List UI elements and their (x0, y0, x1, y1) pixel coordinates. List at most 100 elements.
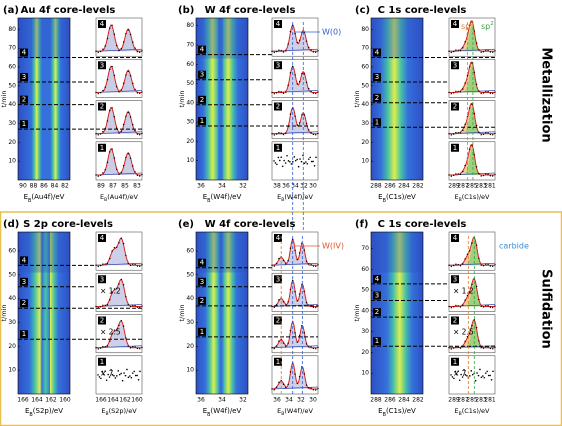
data-point (134, 346, 136, 348)
y-tick-label: 10 (361, 158, 369, 165)
x-tick-label: 282 (412, 183, 424, 190)
label-sub: B (28, 198, 32, 204)
x-tick-label: 283 (475, 183, 487, 190)
data-point (471, 21, 473, 23)
data-point (105, 379, 108, 382)
data-point (278, 257, 280, 260)
data-point (136, 374, 138, 377)
data-point (315, 265, 317, 267)
component-fill (449, 107, 495, 134)
label-sub: B (459, 411, 462, 417)
data-point (464, 340, 466, 343)
data-point (305, 161, 307, 163)
data-point (285, 91, 287, 93)
data-point (120, 48, 123, 50)
data-point (317, 50, 319, 52)
data-point (127, 153, 129, 155)
level-label: 1 (375, 337, 379, 345)
data-point (494, 132, 496, 134)
data-point (296, 158, 298, 161)
y-tick-label: 60 (361, 63, 369, 70)
panel-title: Au 4f core-levels (21, 5, 116, 16)
data-point (475, 326, 478, 329)
level-box (198, 95, 206, 104)
data-point (298, 80, 301, 83)
data-point (469, 148, 471, 150)
data-point (457, 173, 459, 175)
data-point (492, 348, 494, 350)
data-point (289, 247, 292, 249)
y-tick-label: 10 (186, 367, 194, 374)
level-label: 2 (200, 297, 204, 305)
level-label: 1 (453, 358, 457, 366)
data-point (129, 305, 132, 308)
fit-curve (272, 65, 319, 93)
data-point (118, 91, 120, 93)
data-point (480, 134, 482, 136)
data-point (287, 301, 289, 303)
y-tick-label: 50 (361, 287, 369, 294)
level-box (274, 357, 282, 366)
level-label: 2 (100, 103, 104, 111)
data-point (95, 91, 97, 94)
level-box (451, 275, 459, 284)
data-point (129, 375, 131, 377)
data-point (315, 306, 317, 309)
data-point (492, 370, 494, 373)
data-point (471, 283, 473, 286)
data-point (492, 175, 494, 177)
x-tick-label: 288 (370, 183, 382, 190)
label-rest: (C1s)/eV (386, 193, 416, 201)
label-main: E (277, 407, 281, 415)
hybrid-sup: 3 (470, 21, 474, 27)
x-tick-label: 160 (131, 397, 143, 404)
data-point (452, 50, 455, 53)
data-point (273, 134, 275, 136)
data-point (308, 345, 310, 348)
level-box (274, 102, 282, 111)
y-tick-label: 10 (8, 158, 16, 165)
data-point (469, 24, 471, 27)
data-point (273, 51, 275, 54)
data-point (107, 373, 109, 376)
data-point (134, 304, 136, 307)
x-tick-label: 34 (218, 397, 226, 404)
data-point (133, 370, 136, 373)
label-rest: (W4f)/eV (211, 407, 242, 415)
data-point (299, 158, 301, 160)
data-point (310, 90, 312, 92)
panel-tag: (a) (3, 5, 19, 16)
data-point (99, 133, 102, 135)
data-point (127, 304, 129, 306)
level-box (373, 337, 381, 346)
data-point (459, 264, 462, 267)
level-label: 1 (22, 330, 26, 338)
data-point (278, 131, 280, 134)
data-point (129, 157, 132, 159)
data-point (459, 49, 462, 52)
level-box (451, 316, 459, 325)
annotation: W(IV) (322, 242, 344, 251)
data-point (312, 133, 315, 136)
axis-label: EB(C1s)/eV (454, 193, 490, 203)
data-point (111, 250, 113, 252)
data-point (296, 83, 298, 85)
y-tick-label: 30 (361, 328, 369, 335)
data-point (116, 168, 118, 171)
panel-title: C 1s core-levels (378, 5, 467, 16)
hybrid-sup: 2 (490, 21, 494, 27)
data-point (452, 306, 455, 308)
level-box (98, 61, 106, 70)
data-point (99, 347, 102, 349)
data-point (494, 305, 496, 307)
data-point (475, 166, 478, 168)
data-point (469, 107, 471, 109)
data-point (487, 132, 489, 134)
fit-curve (449, 236, 495, 266)
y-tick-label: 30 (8, 319, 16, 326)
data-point (471, 62, 473, 64)
data-point (273, 347, 275, 350)
heatmap-shade (371, 232, 423, 273)
data-point (464, 164, 466, 167)
level-label: 2 (276, 103, 280, 111)
